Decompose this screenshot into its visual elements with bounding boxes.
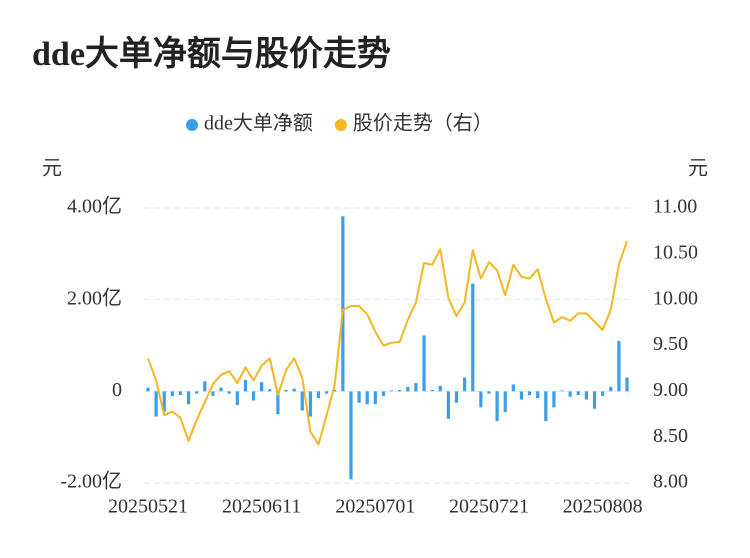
x-tick-label: 20250808 [563,496,643,518]
bar [219,387,223,392]
bar [373,391,377,405]
bar [276,391,280,415]
bar [471,283,475,392]
bar [446,391,450,419]
bar [422,335,426,392]
y-axis-label: 元 [42,158,62,180]
bar [552,391,556,408]
legend-label: dde大单净额 [204,112,313,135]
legend-label: 股价走势（右） [353,112,493,135]
bar [389,390,394,392]
bar [625,377,629,392]
bar [617,340,621,392]
x-tick-label: 20250521 [108,496,188,518]
legend-marker [186,119,198,131]
bar [349,391,353,480]
bar [463,377,467,392]
y2-tick-label: 10.50 [653,241,698,263]
bar [284,389,288,392]
bar [162,391,166,412]
y-tick-label: -2.00亿 [60,470,122,493]
bar [211,391,215,396]
bar [584,391,589,400]
y2-tick-label: 9.00 [653,379,688,401]
y-tick-label: 4.00亿 [67,195,122,218]
bar [292,388,296,392]
bar [414,383,418,392]
bar [203,381,207,392]
y-tick-label: 2.00亿 [67,286,122,309]
bar [438,385,442,392]
bar [398,389,402,392]
bar [154,391,158,417]
bar [178,391,183,395]
bar [568,391,572,397]
bar [235,391,239,406]
bar [527,391,532,395]
bar [308,391,312,417]
bar [609,386,613,392]
bar [365,391,369,405]
bar [146,387,150,392]
bar [333,389,337,392]
bar [251,391,256,401]
bar [519,391,524,400]
price-line [147,240,628,446]
legend-marker [334,119,347,131]
y2-tick-label: 11.00 [653,196,697,218]
y2-axis-label: 元 [688,158,708,180]
bar [430,389,434,392]
bar [227,391,231,394]
bar [487,391,491,394]
y-tick-label: 0 [112,379,122,401]
bar [325,391,329,394]
bar [381,391,386,396]
x-tick-label: 20250721 [449,496,529,518]
bar [243,379,248,392]
bar [536,391,540,399]
bar [601,391,605,396]
bar [544,391,548,422]
bar [268,389,272,392]
y2-tick-label: 9.50 [653,333,688,355]
bar [341,216,345,392]
bar [503,391,507,412]
bar [495,391,499,422]
y2-tick-label: 8.50 [653,425,688,447]
bar [186,391,191,405]
bar [170,391,174,396]
bar [195,391,199,394]
chart-title: dde大单净额与股价走势 [32,35,391,73]
bar [454,391,459,403]
y2-tick-label: 10.00 [653,287,698,309]
bar [511,384,515,392]
x-tick-label: 20250611 [222,496,301,518]
bar [357,391,361,403]
bar [260,382,264,392]
bar [592,391,597,409]
y2-tick-label: 8.00 [653,471,688,493]
bar [560,390,564,392]
bar [576,391,580,395]
bar [479,391,483,408]
x-tick-label: 20250701 [335,496,415,518]
bar [316,391,321,399]
bar [406,386,410,392]
bar [300,391,304,411]
